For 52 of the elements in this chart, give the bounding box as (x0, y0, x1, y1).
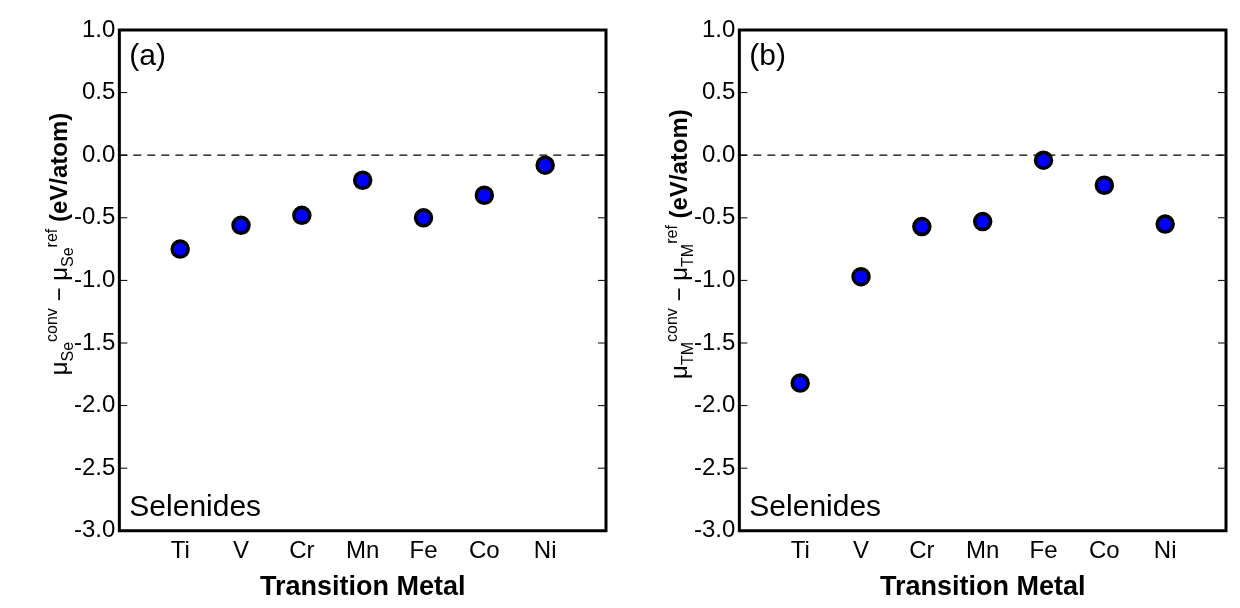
point (170, 239, 190, 259)
point (352, 170, 373, 190)
x-axis-title: Transition Metal (879, 571, 1086, 602)
x-tick-label: Cr (909, 535, 935, 563)
annotation: Selenides (129, 489, 262, 523)
annotation: Selenides (749, 489, 882, 523)
annotation: (a) (129, 38, 167, 72)
y-tick-label: -3.0 (694, 515, 736, 543)
x-tick-label: Mn (346, 535, 380, 563)
y-tick-label: -2.5 (694, 452, 736, 480)
y-tick-label: -0.5 (74, 202, 116, 230)
point (790, 373, 810, 393)
y-tick-label: 0.0 (701, 139, 736, 167)
x-axis-title: Transition Metal (259, 571, 466, 602)
point (972, 211, 993, 232)
point (1094, 175, 1115, 195)
point (1155, 214, 1175, 234)
point (535, 155, 555, 175)
y-tick-label: 1.0 (81, 14, 116, 42)
y-tick-label: -1.0 (694, 265, 736, 293)
x-tick-label: Co (469, 535, 500, 563)
point (292, 205, 312, 226)
point (912, 216, 932, 237)
y-tick-label: -0.5 (694, 202, 736, 230)
y-tick-label: -2.0 (694, 390, 736, 418)
x-tick-label: Fe (409, 535, 438, 563)
x-tick-label: Mn (966, 535, 1000, 563)
x-tick-label: Ni (1153, 535, 1177, 563)
x-tick-label: Co (1089, 535, 1120, 563)
y-tick-label: 0.5 (701, 77, 736, 105)
x-tick-label: V (853, 535, 870, 563)
point (413, 208, 434, 228)
y-tick-label: 0.0 (81, 139, 116, 167)
point (851, 266, 871, 287)
y-tick-label: -1.5 (74, 327, 116, 355)
x-tick-label: Ti (790, 535, 810, 563)
x-tick-label: V (233, 535, 250, 563)
y-tick-label: -1.5 (694, 327, 736, 355)
point (474, 185, 495, 206)
point (1033, 150, 1054, 170)
x-tick-label: Fe (1029, 535, 1058, 563)
x-tick-label: Ti (170, 535, 190, 563)
x-tick-label: Ni (533, 535, 557, 563)
y-tick-label: 0.5 (81, 77, 116, 105)
y-tick-label: -2.0 (74, 390, 116, 418)
annotation: (b) (749, 38, 787, 72)
y-tick-label: 1.0 (701, 14, 736, 42)
y-tick-label: -3.0 (74, 515, 116, 543)
point (231, 215, 251, 236)
y-tick-label: -1.0 (74, 265, 116, 293)
y-tick-label: -2.5 (74, 452, 116, 480)
x-tick-label: Cr (289, 535, 315, 563)
